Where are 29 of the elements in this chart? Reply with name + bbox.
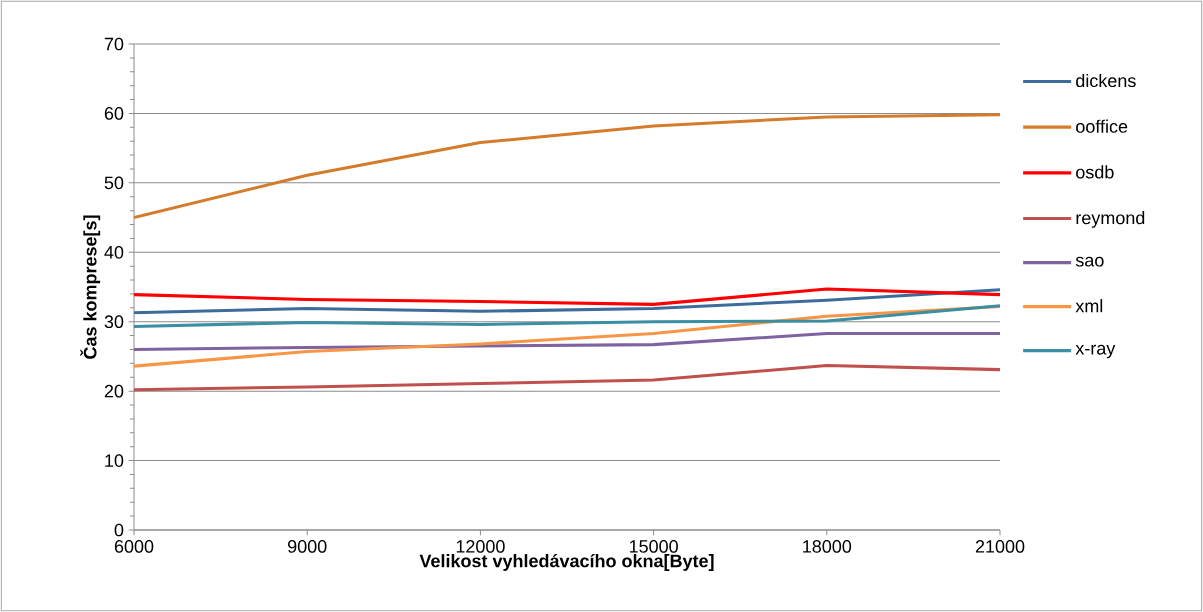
legend-label: osdb bbox=[1076, 165, 1114, 179]
x-tick-label: 9000 bbox=[288, 540, 327, 553]
line-series bbox=[134, 113, 1000, 220]
y-tick-label: 70 bbox=[104, 37, 124, 51]
legend-label: ooffice bbox=[1076, 119, 1128, 133]
y-tick-label: 20 bbox=[104, 384, 124, 398]
x-axis-title: Velikost vyhledávacího okna[Byte] bbox=[419, 553, 714, 571]
x-tick-label: 12000 bbox=[456, 540, 505, 553]
y-tick-label: 40 bbox=[104, 245, 124, 259]
y-axis-title: Čas komprese[s] bbox=[80, 215, 101, 359]
legend-label: sao bbox=[1075, 256, 1104, 267]
legend-label: xml bbox=[1075, 299, 1103, 313]
y-tick-label: 10 bbox=[105, 454, 124, 467]
y-tick-label: 50 bbox=[104, 176, 124, 190]
legend-label: dickens bbox=[1076, 73, 1136, 88]
legend-label: x-ray bbox=[1075, 344, 1116, 359]
y-tick-label: 60 bbox=[104, 107, 124, 120]
line-series bbox=[134, 363, 1000, 392]
line-series bbox=[134, 287, 1000, 306]
x-tick-label: 18000 bbox=[803, 540, 852, 553]
x-tick-label: 6000 bbox=[114, 540, 154, 553]
x-tick-label: 21000 bbox=[975, 540, 1025, 553]
line-series bbox=[134, 304, 1000, 329]
legend-label: reymond bbox=[1076, 211, 1145, 228]
line-series bbox=[134, 288, 1000, 315]
y-tick-label: 30 bbox=[104, 315, 124, 329]
x-tick-label: 15000 bbox=[629, 540, 678, 553]
line-series bbox=[134, 331, 1000, 352]
y-tick-label: 0 bbox=[114, 523, 124, 537]
